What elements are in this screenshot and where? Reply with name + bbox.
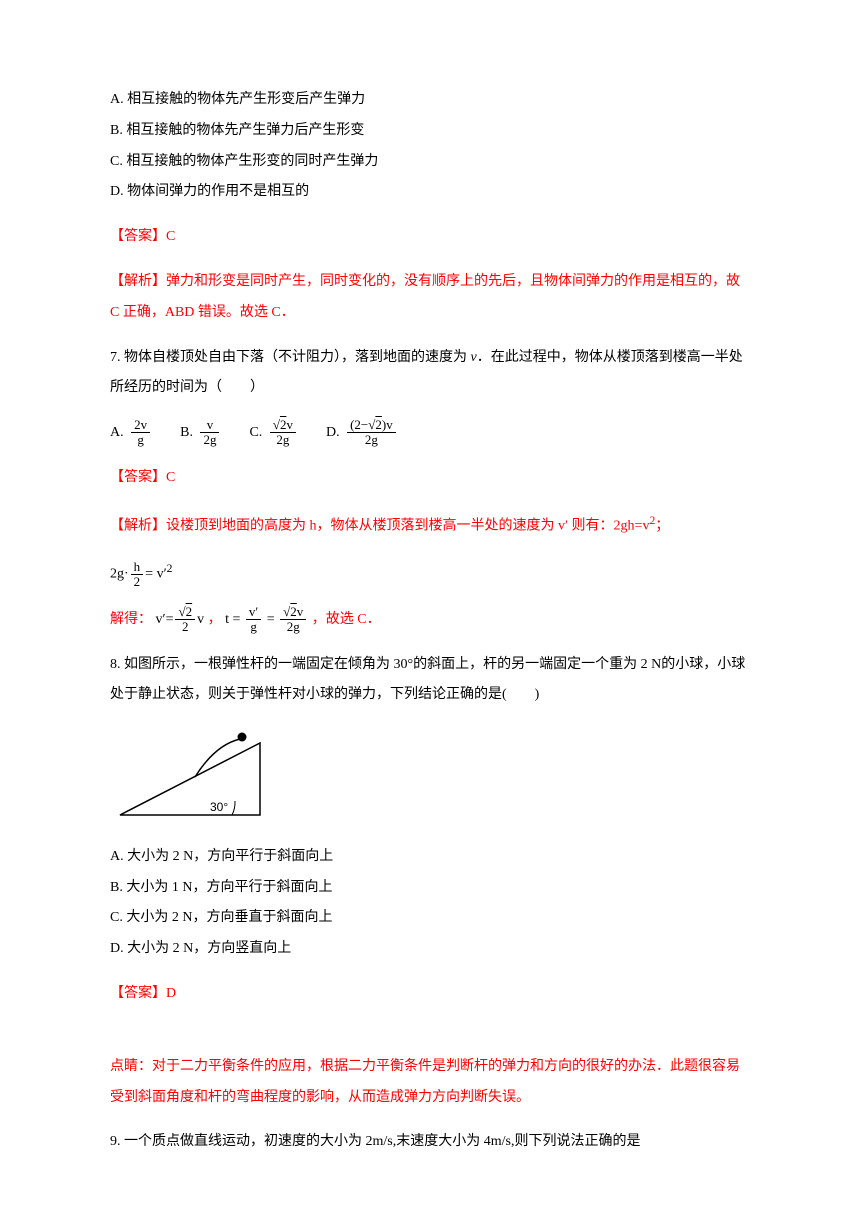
- q8-option-c: C. 大小为 2 N，方向垂直于斜面向上: [110, 903, 750, 934]
- solve-label: 解得：: [110, 612, 152, 627]
- denominator: 2: [175, 620, 195, 634]
- q7-solve: 解得： v′=√22v ， t = v′g = √2v2g ，故选 C．: [110, 605, 750, 636]
- denominator: g: [246, 620, 261, 634]
- q7-option-d: D. (2−√2)v 2g: [326, 418, 398, 449]
- denominator: 2g: [347, 433, 396, 447]
- text: v′=: [156, 612, 174, 627]
- q7-stem: 7. 物体自楼顶处自由下落（不计阻力），落到地面的速度为 v．在此过程中，物体从…: [110, 343, 750, 405]
- incline-triangle: [120, 743, 260, 815]
- denominator: 2g: [270, 433, 296, 447]
- q6-option-d: D. 物体间弹力的作用不是相互的: [110, 177, 750, 208]
- spacer: [110, 1024, 750, 1038]
- q7-explanation-2: 2g·h2= v′2: [110, 556, 750, 590]
- numerator: √2v: [270, 418, 296, 433]
- q8-tip: 点睛：对于二力平衡条件的应用，根据二力平衡条件是判断杆的弹力和方向的很好的办法．…: [110, 1052, 750, 1114]
- numerator: √2v: [280, 605, 306, 620]
- superscript: 2: [167, 562, 173, 575]
- q8-option-a: A. 大小为 2 N，方向平行于斜面向上: [110, 842, 750, 873]
- q8-option-d: D. 大小为 2 N，方向竖直向上: [110, 934, 750, 965]
- angle-arc: [232, 801, 235, 815]
- document-page: A. 相互接触的物体先产生形变后产生弹力 B. 相互接触的物体先产生弹力后产生形…: [0, 0, 860, 1232]
- text: v: [197, 612, 204, 627]
- numerator: √2: [175, 605, 195, 620]
- denominator: 2g: [280, 620, 306, 634]
- fraction: 2v g: [131, 418, 150, 448]
- comma: ，: [208, 612, 222, 627]
- fraction: √22: [175, 605, 195, 635]
- text: ；: [655, 518, 669, 533]
- text: t =: [225, 612, 240, 627]
- q8-answer: 【答案】D: [110, 979, 750, 1010]
- q8-option-b: B. 大小为 1 N，方向平行于斜面向上: [110, 873, 750, 904]
- q7-options: A. 2v g B. v 2g C. √2v 2g D. (2−√2)v 2g: [110, 418, 750, 449]
- equals: =: [267, 612, 275, 627]
- ball: [238, 733, 247, 742]
- q7-option-a: A. 2v g: [110, 418, 152, 449]
- text: 2g·: [110, 567, 129, 582]
- numerator: h: [131, 560, 144, 575]
- numerator: v′: [246, 605, 261, 620]
- numerator: (2−√2)v: [347, 418, 396, 433]
- q7-answer: 【答案】C: [110, 463, 750, 494]
- fraction: (2−√2)v 2g: [347, 418, 396, 448]
- fraction: v′g: [246, 605, 261, 635]
- text: = v′: [145, 567, 166, 582]
- q6-answer: 【答案】C: [110, 222, 750, 253]
- fraction: √2v2g: [280, 605, 306, 635]
- denominator: 2g: [200, 433, 219, 447]
- q8-stem: 8. 如图所示，一根弹性杆的一端固定在倾角为 30°的斜面上，杆的另一端固定一个…: [110, 650, 750, 712]
- incline-diagram-svg: 30°: [110, 725, 280, 825]
- q7-option-c: C. √2v 2g: [249, 418, 297, 449]
- q6-option-b: B. 相互接触的物体先产生弹力后产生形变: [110, 116, 750, 147]
- q6-explanation: 【解析】弹力和形变是同时产生，同时变化的，没有顺序上的先后，且物体间弹力的作用是…: [110, 267, 750, 329]
- q9-stem: 9. 一个质点做直线运动，初速度的大小为 2m/s,末速度大小为 4m/s,则下…: [110, 1127, 750, 1158]
- numerator: 2v: [131, 418, 150, 433]
- solve-end: ，故选 C．: [312, 612, 381, 627]
- q8-diagram: 30°: [110, 725, 750, 838]
- q7-stem-1: 7. 物体自楼顶处自由下落（不计阻力），落到地面的速度为: [110, 350, 471, 365]
- numerator: v: [200, 418, 219, 433]
- q6-option-a: A. 相互接触的物体先产生形变后产生弹力: [110, 85, 750, 116]
- fraction: h2: [131, 560, 144, 590]
- angle-label: 30°: [210, 800, 228, 814]
- denominator: g: [131, 433, 150, 447]
- q6-option-c: C. 相互接触的物体产生形变的同时产生弹力: [110, 147, 750, 178]
- q7-explanation-1: 【解析】设楼顶到地面的高度为 h，物体从楼顶落到楼高一半处的速度为 v′ 则有：…: [110, 508, 750, 542]
- denominator: 2: [131, 575, 144, 589]
- text: 【解析】设楼顶到地面的高度为 h，物体从楼顶落到楼高一半处的速度为 v′ 则有：…: [110, 518, 649, 533]
- fraction: v 2g: [200, 418, 219, 448]
- fraction: √2v 2g: [270, 418, 296, 448]
- q7-option-b: B. v 2g: [180, 418, 221, 449]
- elastic-rod: [195, 739, 240, 777]
